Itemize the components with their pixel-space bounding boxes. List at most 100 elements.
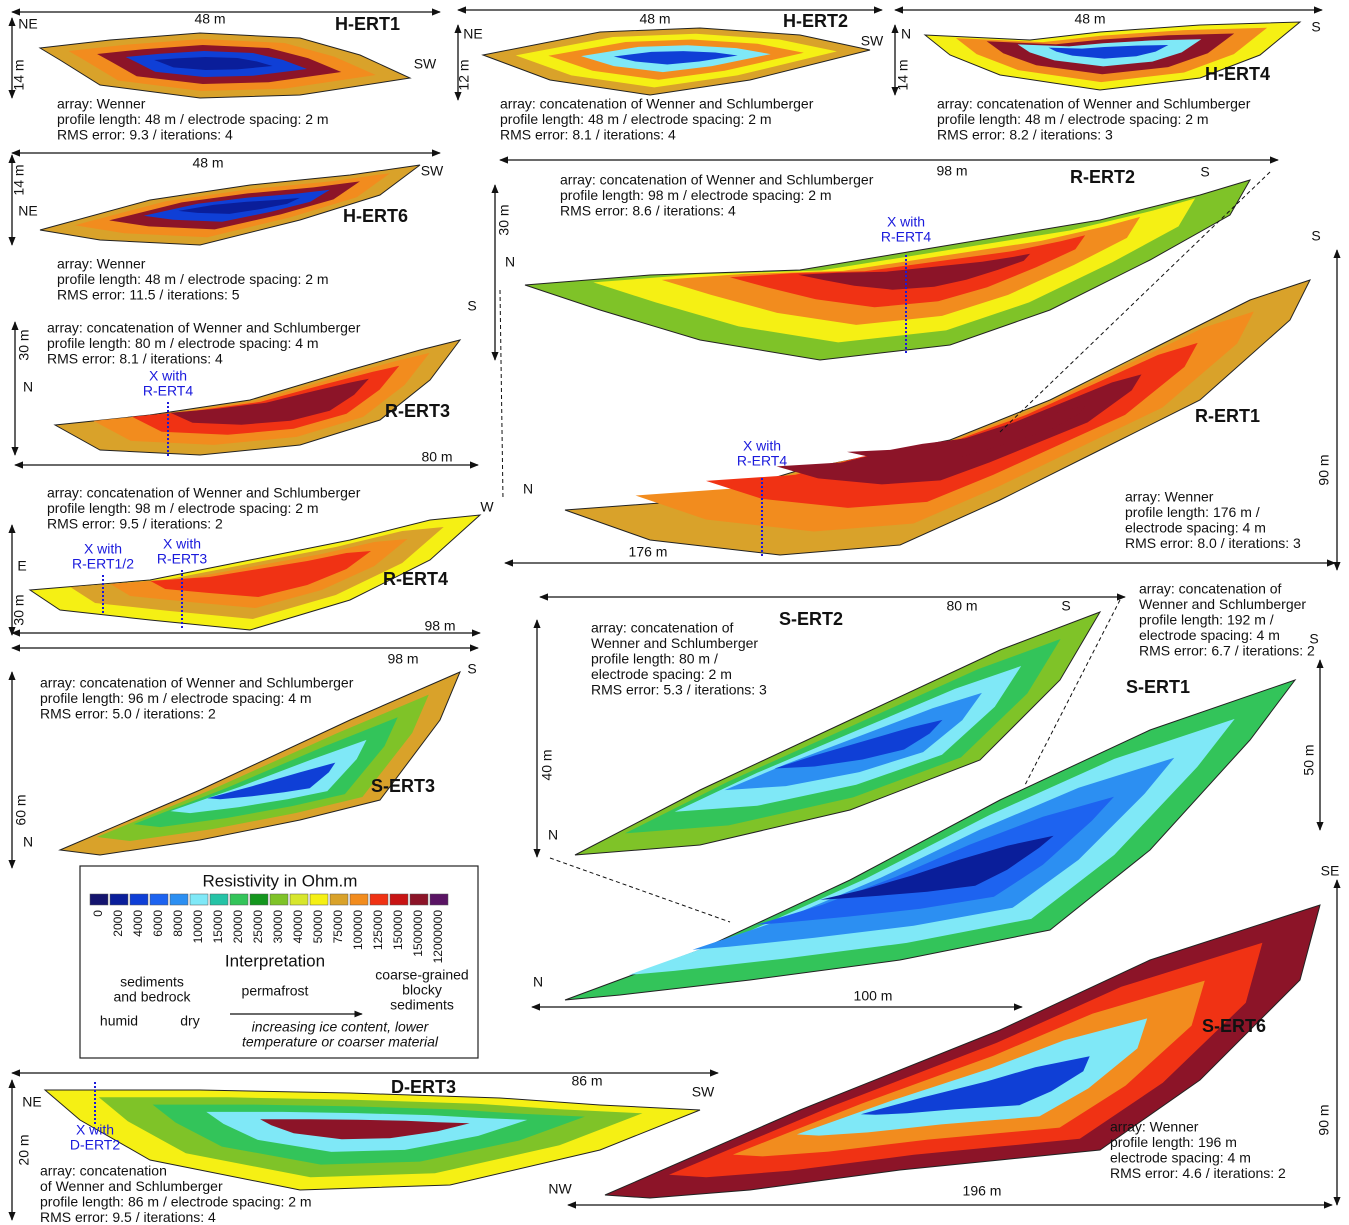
legend-text: sediments [390, 997, 454, 1013]
crossing-label: R-ERT3 [157, 551, 208, 567]
info-line: array: concatenation of [1139, 581, 1282, 597]
info-line: array: Wenner [57, 256, 146, 272]
info-line: electrode spacing: 4 m [1139, 627, 1280, 643]
legend-note: increasing ice content, lower [252, 1019, 430, 1035]
profile-name: S-ERT2 [779, 609, 843, 629]
end-direction: SE [1321, 863, 1340, 879]
legend-tick-label: 12000000 [431, 910, 445, 964]
info-line: array: concatenation of Wenner and Schlu… [40, 675, 354, 691]
start-direction: N [23, 834, 33, 850]
legend-title: Resistivity in Ohm.m [203, 871, 358, 890]
info-line: electrode spacing: 2 m [591, 666, 732, 682]
length-label: 176 m [629, 544, 668, 560]
legend-text: blocky [402, 982, 442, 998]
legend-swatch [370, 894, 388, 905]
crossing-label: R-ERT1/2 [72, 556, 134, 572]
connector [500, 290, 503, 500]
end-direction: S [1311, 228, 1320, 244]
length-label: 48 m [192, 155, 223, 171]
info-line: RMS error: 6.7 / iterations: 2 [1139, 643, 1315, 659]
length-label: 48 m [1074, 11, 1105, 27]
info-line: RMS error: 8.1 / iterations: 4 [47, 351, 223, 367]
info-line: profile length: 80 m / electrode spacing… [47, 335, 319, 351]
length-label: 98 m [387, 651, 418, 667]
depth-label: 40 m [539, 749, 555, 780]
info-line: array: Wenner [57, 96, 146, 112]
legend-swatch [150, 894, 168, 905]
profile-name: R-ERT1 [1195, 406, 1260, 426]
info-line: RMS error: 8.0 / iterations: 3 [1125, 535, 1301, 551]
profile-name: R-ERT4 [383, 569, 448, 589]
legend-text: and bedrock [113, 989, 191, 1005]
info-line: array: concatenation of Wenner and Schlu… [47, 485, 361, 501]
legend-swatch [90, 894, 108, 905]
info-line: array: concatenation of Wenner and Schlu… [937, 96, 1251, 112]
profile-name: H-ERT6 [343, 206, 408, 226]
legend-swatch [170, 894, 188, 905]
crossing-label: X with [163, 536, 201, 552]
info-line: of Wenner and Schlumberger [40, 1178, 223, 1194]
crossing-label: R-ERT4 [737, 453, 788, 469]
profile-name: H-ERT2 [783, 11, 848, 31]
legend-tick-label: 8000 [171, 910, 185, 937]
start-direction: NW [548, 1181, 572, 1197]
end-direction: SW [421, 163, 444, 179]
info-line: Wenner and Schlumberger [591, 635, 758, 651]
crossing-label: R-ERT4 [881, 229, 932, 245]
depth-label: 50 m [1301, 744, 1317, 775]
legend-text: humid [100, 1013, 138, 1029]
legend-swatch [350, 894, 368, 905]
info-line: array: Wenner [1110, 1119, 1199, 1135]
legend-text: dry [180, 1013, 199, 1029]
ert-profile: H-ERT4NS48 m14 marray: concatenation of … [895, 10, 1322, 143]
legend-text: sediments [120, 974, 184, 990]
interpretation-title: Interpretation [225, 951, 325, 970]
end-direction: SW [692, 1084, 715, 1100]
depth-label: 14 m [11, 59, 27, 90]
profile-name: D-ERT3 [391, 1077, 456, 1097]
start-direction: NE [18, 203, 37, 219]
legend-swatch [330, 894, 348, 905]
start-direction: NE [463, 26, 482, 42]
info-line: profile length: 48 m / electrode spacing… [937, 111, 1209, 127]
legend-note: temperature or coarser material [242, 1034, 439, 1050]
ert-profile: R-ERT3NS80 m30 marray: concatenation of … [15, 298, 478, 465]
legend-tick-label: 75000 [331, 910, 345, 944]
figure: H-ERT1NESW48 m14 marray: Wennerprofile l… [0, 0, 1349, 1225]
start-direction: NE [18, 16, 37, 32]
legend-tick-label: 125000 [371, 910, 385, 950]
legend-tick-label: 150000 [391, 910, 405, 950]
start-direction: NE [22, 1094, 41, 1110]
info-line: array: concatenation of Wenner and Schlu… [560, 172, 874, 188]
depth-label: 30 m [11, 594, 27, 625]
legend-text: coarse-grained [375, 967, 468, 983]
start-direction: N [901, 26, 911, 42]
legend-swatch [190, 894, 208, 905]
info-line: profile length: 192 m / [1139, 612, 1274, 628]
length-label: 48 m [194, 11, 225, 27]
length-label: 86 m [571, 1073, 602, 1089]
end-direction: S [1061, 598, 1070, 614]
crossing-label: X with [887, 214, 925, 230]
legend-swatch [110, 894, 128, 905]
length-label: 98 m [936, 163, 967, 179]
legend-swatch [250, 894, 268, 905]
legend-tick-label: 6000 [151, 910, 165, 937]
legend-tick-label: 0 [91, 910, 105, 917]
ert-profile: R-ERT4EW98 m30 marray: concatenation of … [11, 485, 495, 635]
crossing-label: X with [76, 1122, 114, 1138]
info-line: array: Wenner [1125, 489, 1214, 505]
length-label: 100 m [854, 988, 893, 1004]
info-line: array: concatenation [40, 1163, 167, 1179]
info-line: electrode spacing: 4 m [1110, 1150, 1251, 1166]
start-direction: N [23, 379, 33, 395]
info-line: RMS error: 9.5 / iterations: 4 [40, 1209, 216, 1225]
info-line: profile length: 176 m / [1125, 504, 1260, 520]
depth-label: 90 m [1316, 1104, 1332, 1135]
depth-label: 30 m [16, 329, 32, 360]
end-direction: S [1311, 19, 1320, 35]
info-line: profile length: 80 m / [591, 651, 718, 667]
depth-label: 20 m [16, 1134, 32, 1165]
